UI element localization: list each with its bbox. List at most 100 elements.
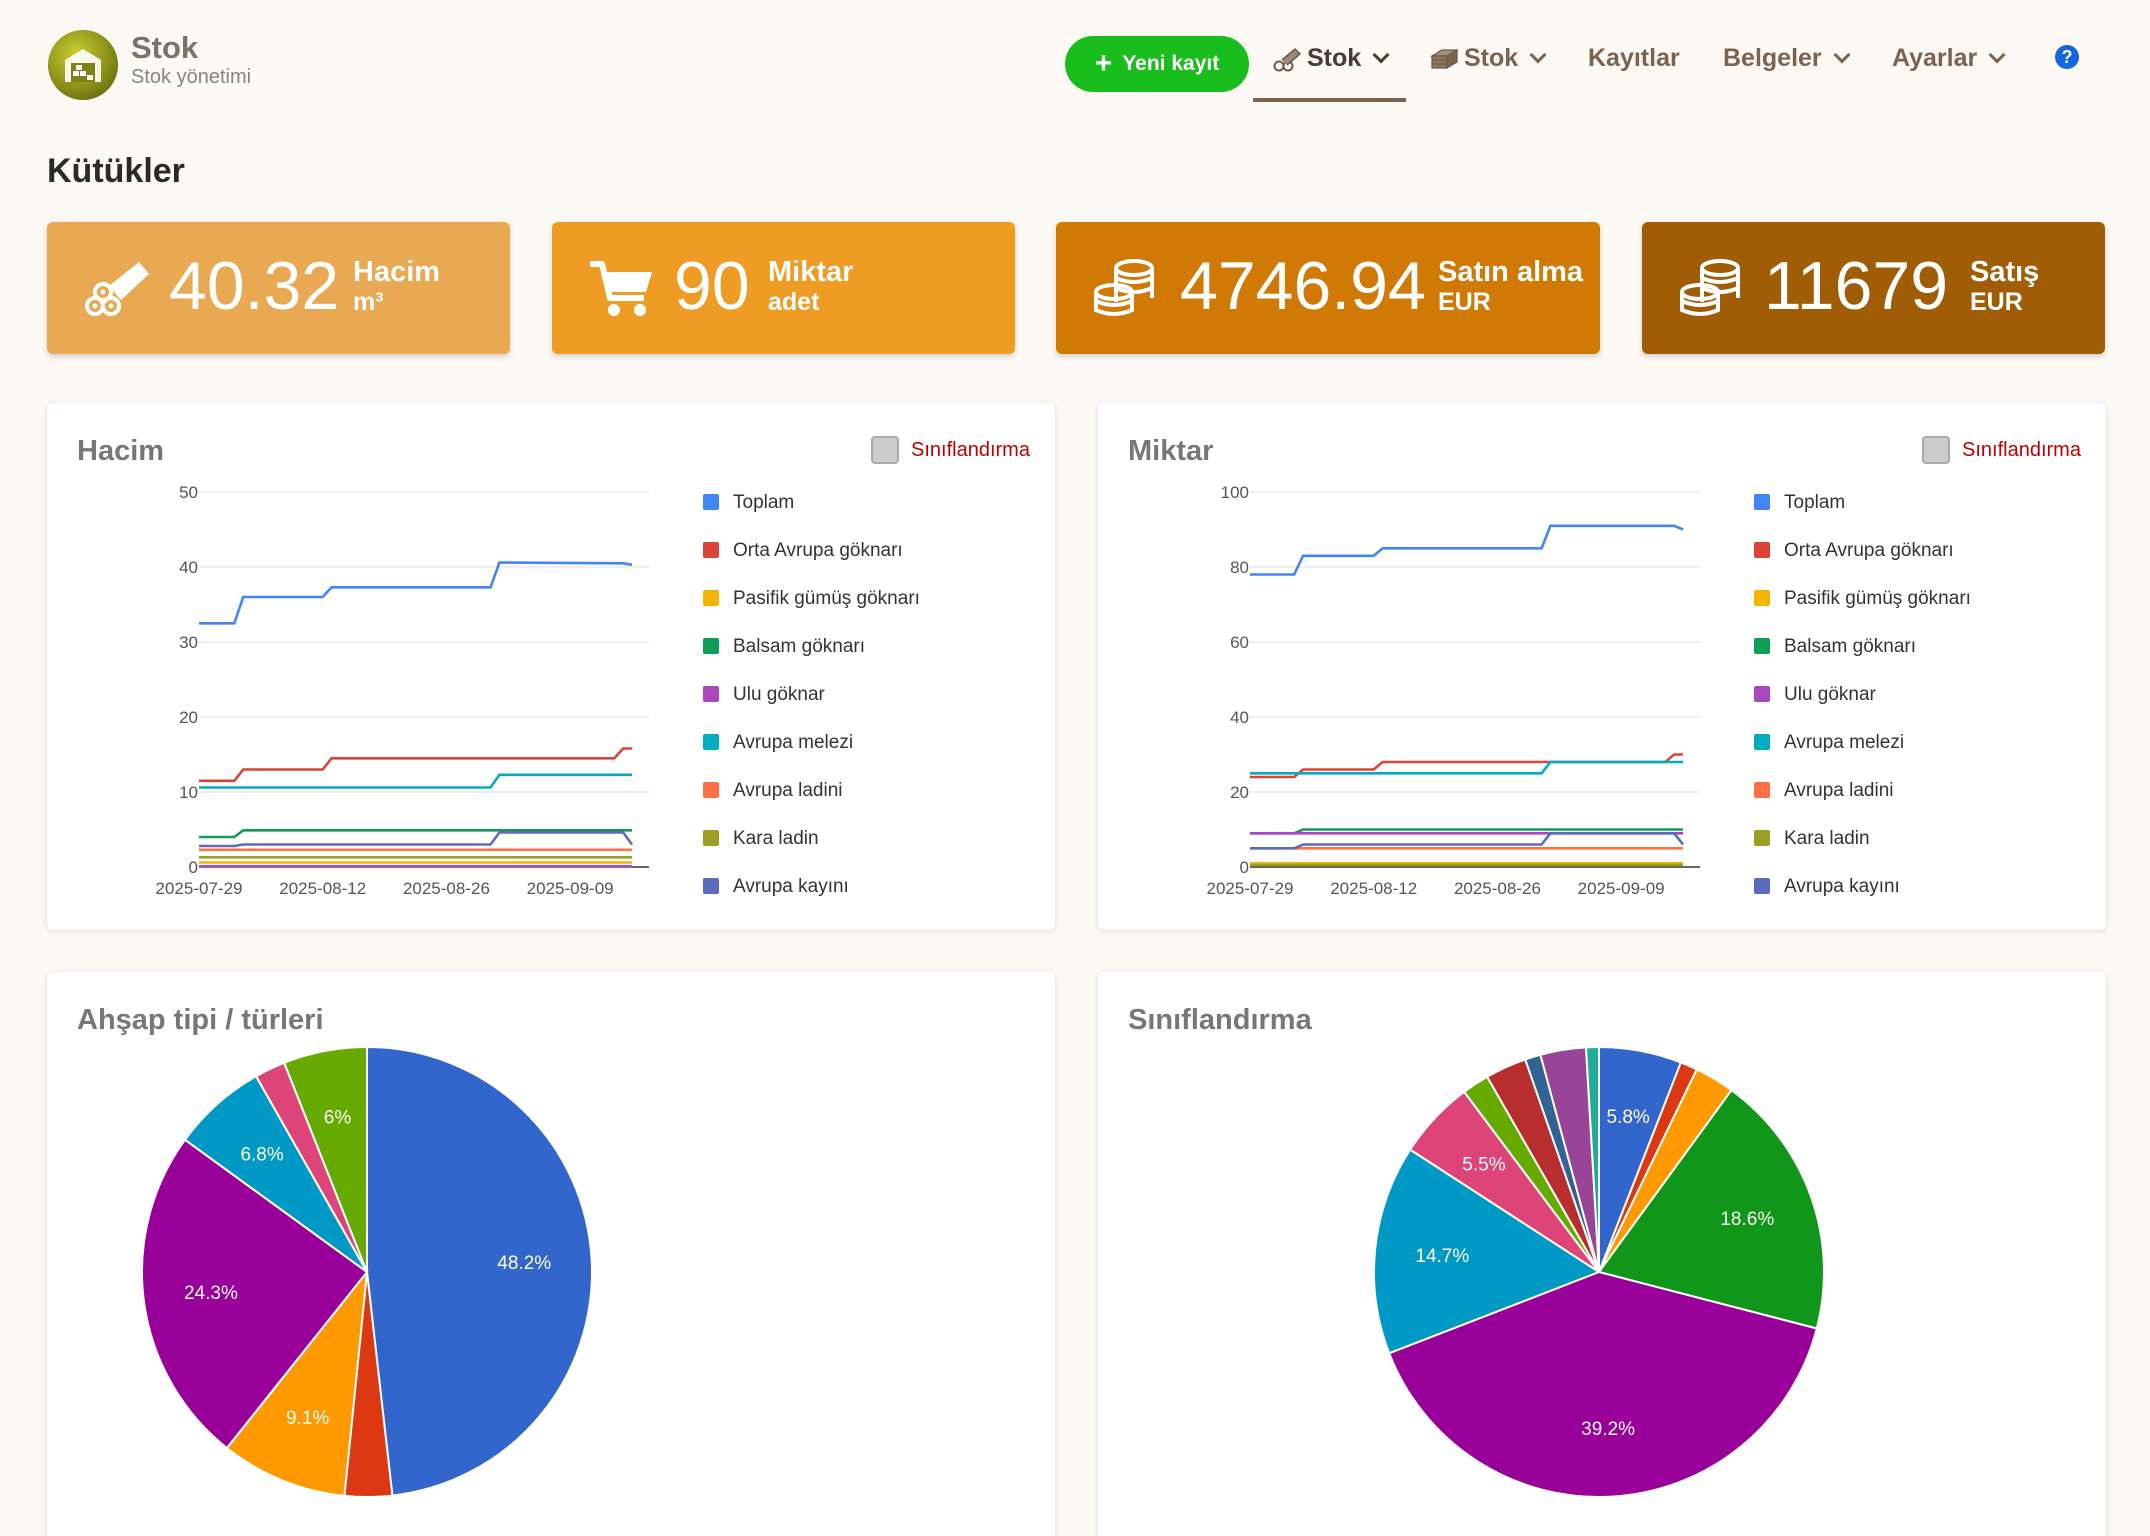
sales-value: 11679 [1764, 248, 1949, 324]
legend-swatch [703, 494, 719, 510]
nav-stock-lumber[interactable]: Stok [1430, 44, 1547, 73]
brand-title: Stok [131, 30, 199, 65]
logs-icon [1273, 47, 1301, 71]
species-pie-title: Ahşap tipi / türleri [77, 1004, 324, 1036]
legend-swatch [1754, 878, 1770, 894]
purchase-label: Satın alma [1438, 256, 1584, 288]
y-tick-label: 20 [179, 708, 198, 727]
pie-slice-label: 14.7% [1415, 1246, 1469, 1267]
pie-slice[interactable] [1387, 1270, 1819, 1498]
volume-classify-toggle[interactable]: Sınıflandırma [871, 436, 1030, 464]
legend-swatch [1754, 494, 1770, 510]
quantity-line-chart: 0 20 40 60 80 100 2025-07-29 2025-08-12 2025-08-… [1207, 483, 1971, 898]
classification-pie-chart: 5.8% 18.6% 39.2% 14.7% 5.5% [1373, 1045, 1825, 1498]
legend-label: Kara ladin [1784, 828, 1870, 849]
quantity-classify-toggle[interactable]: Sınıflandırma [1922, 436, 2081, 464]
warehouse-icon [65, 49, 101, 82]
species-pie-chart: 48.2% 9.1% 24.3% 6.8% 6% [141, 1045, 593, 1498]
purchase-unit: EUR [1438, 288, 1491, 316]
legend-swatch [703, 782, 719, 798]
y-tick-label: 80 [1230, 558, 1249, 577]
y-tick-label: 20 [1230, 783, 1249, 802]
legend-label: Ulu göknar [1784, 684, 1877, 705]
brand-subtitle: Stok yönetimi [131, 66, 252, 88]
x-tick-label: 2025-09-09 [1578, 879, 1665, 898]
series-line [1250, 753, 1683, 779]
volume-chart-panel: Hacim Sınıflandırma 0 10 20 30 40 50 2025-07-2… [47, 403, 1055, 930]
pie-slice[interactable] [366, 1045, 593, 1497]
app-logo[interactable] [48, 30, 118, 100]
volume-unit: m³ [353, 288, 384, 316]
pie-slice[interactable] [282, 1045, 368, 1273]
plus-icon: + [1094, 47, 1113, 80]
x-tick-label: 2025-08-12 [1330, 879, 1417, 898]
chevron-down-icon [1833, 46, 1851, 63]
coins-icon [1680, 259, 1740, 316]
chevron-down-icon [1529, 46, 1547, 63]
help-icon[interactable]: ? [2055, 45, 2079, 69]
pie-slice[interactable] [1597, 1088, 1825, 1330]
y-tick-label: 100 [1221, 483, 1249, 502]
series-line [199, 831, 634, 848]
classify-checkbox[interactable] [1922, 436, 1950, 464]
legend-label: Kara ladin [733, 828, 819, 849]
classify-checkbox[interactable] [871, 436, 899, 464]
app-header: Stok Stok yönetimi + Yeni kayıt Stok Sto… [0, 0, 2150, 110]
y-tick-label: 0 [189, 858, 198, 877]
new-record-label: Yeni kayıt [1122, 52, 1220, 75]
y-tick-label: 0 [1240, 858, 1249, 877]
quantity-value: 90 [674, 248, 750, 324]
legend-label: Orta Avrupa göknarı [1784, 540, 1954, 561]
sales-label: Satış [1970, 256, 2040, 288]
y-tick-label: 40 [179, 558, 198, 577]
pie-slice-label: 39.2% [1581, 1419, 1635, 1440]
purchase-value: 4746.94 [1180, 248, 1426, 324]
classify-label: Sınıflandırma [911, 438, 1030, 461]
pie-slice[interactable] [141, 1138, 369, 1450]
stat-card-purchase: 4746.94 Satın alma EUR [1056, 222, 1600, 354]
pie-slice-label: 48.2% [497, 1253, 551, 1274]
legend-label: Avrupa melezi [1784, 732, 1904, 753]
legend-swatch [703, 734, 719, 750]
chevron-down-icon [1372, 46, 1390, 63]
quantity-label: Miktar [768, 256, 854, 288]
new-record-button[interactable]: + Yeni kayıt [1065, 36, 1249, 92]
legend-label: Balsam göknarı [733, 636, 865, 657]
classification-pie-panel: Sınıflandırma 5.8% 18.6% 39.2% 14.7% 5.5% [1098, 972, 2106, 1536]
pie-slice[interactable] [225, 1268, 369, 1497]
stat-card-volume: 40.32 Hacim m³ [47, 222, 510, 354]
pie-slice-label: 5.8% [1607, 1107, 1650, 1128]
pie-slice[interactable] [1373, 1148, 1602, 1355]
stat-card-sales: 11679 Satış EUR [1642, 222, 2105, 354]
y-tick-label: 30 [179, 633, 198, 652]
legend-label: Avrupa ladini [733, 780, 843, 801]
species-pie-panel: Ahşap tipi / türleri 48.2% 9.1% 24.3% 6.8% 6… [47, 972, 1055, 1536]
legend-label: Avrupa kayını [733, 876, 849, 897]
nav-records[interactable]: Kayıtlar [1588, 44, 1680, 73]
logs-icon [85, 262, 149, 316]
nav-stock-logs[interactable]: Stok [1273, 44, 1390, 73]
nav-stock-logs-label: Stok [1307, 44, 1362, 72]
x-tick-label: 2025-08-12 [279, 879, 366, 898]
legend-label: Avrupa kayını [1784, 876, 1900, 897]
legend-swatch [703, 830, 719, 846]
pie-slice-label: 6% [324, 1107, 352, 1128]
legend-swatch [1754, 638, 1770, 654]
lumber-icon [1430, 48, 1458, 69]
nav-records-label: Kayıtlar [1588, 44, 1680, 72]
pie-slice-label: 24.3% [184, 1283, 238, 1304]
pie-slice[interactable] [1584, 1045, 1600, 1273]
volume-line-chart: 0 10 20 30 40 50 2025-07-29 2025-08-12 2025-08-2… [156, 483, 920, 898]
legend-swatch [1754, 782, 1770, 798]
nav-stock-lumber-label: Stok [1464, 44, 1519, 72]
nav-active-indicator [1253, 98, 1406, 102]
nav-settings[interactable]: Ayarlar [1892, 44, 2006, 73]
legend-swatch [703, 542, 719, 558]
x-tick-label: 2025-08-26 [403, 879, 490, 898]
coins-icon [1094, 259, 1154, 316]
pie-slice-label: 5.5% [1462, 1154, 1505, 1175]
legend-swatch [703, 638, 719, 654]
nav-documents[interactable]: Belgeler [1723, 44, 1851, 73]
pie-slice-label: 6.8% [240, 1145, 283, 1166]
legend-swatch [1754, 830, 1770, 846]
